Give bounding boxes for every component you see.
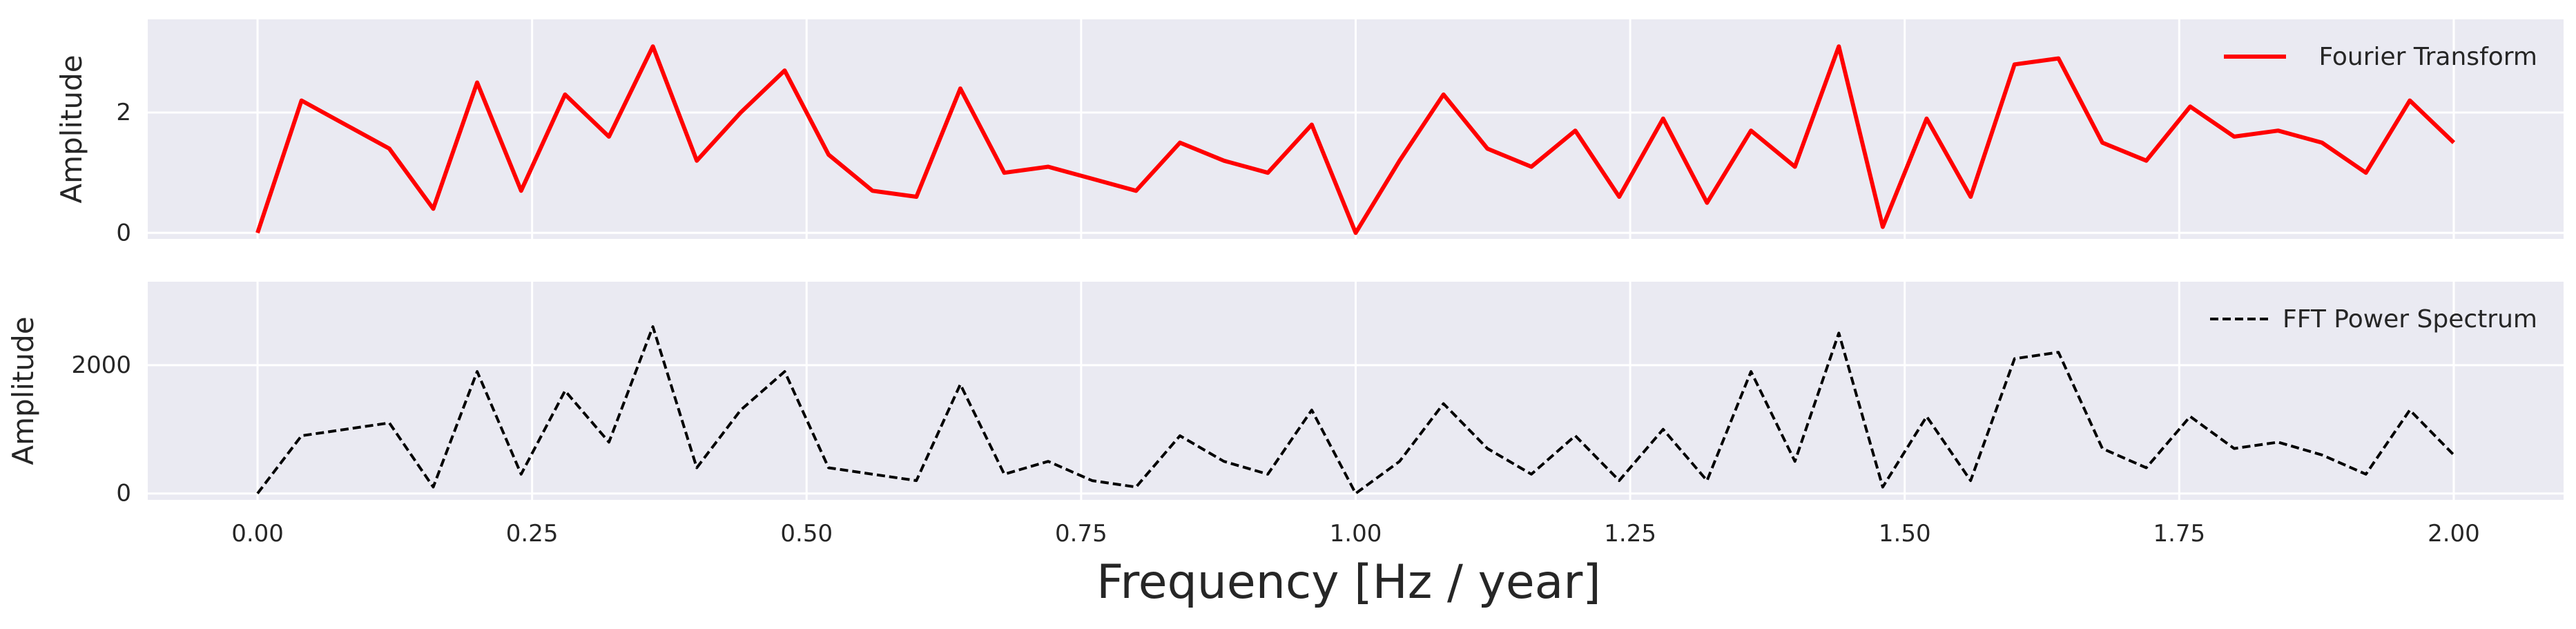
x-axis-label: Frequency [Hz / year]	[1096, 555, 1601, 610]
x-tick-label: 1.25	[1604, 520, 1656, 548]
y-axis-label: Amplitude	[55, 55, 88, 203]
y-tick-label: 2000	[71, 351, 131, 379]
legend-label: FFT Power Spectrum	[2283, 305, 2537, 333]
x-tick-label: 0.25	[506, 520, 559, 548]
y-tick-label: 0	[116, 480, 131, 507]
x-tick-label: 0.75	[1055, 520, 1107, 548]
x-tick-label: 1.75	[2153, 520, 2205, 548]
y-tick-label: 0	[116, 219, 131, 246]
y-axis-label: Amplitude	[6, 316, 40, 465]
x-tick-label: 0.00	[231, 520, 284, 548]
x-tick-label: 0.50	[780, 520, 833, 548]
x-tick-label: 2.00	[2428, 520, 2480, 548]
x-tick-label: 1.50	[1879, 520, 1931, 548]
y-tick-label: 2	[116, 99, 131, 126]
x-tick-label: 1.00	[1330, 520, 1382, 548]
legend-label: Fourier Transform	[2318, 43, 2537, 71]
chart-panel-2: 0 2000 0.00 0.25 0.50 0.75 1.00 1.25 1.50 1.75 2.0…	[6, 282, 2564, 610]
chart-panel-1: 0 2 Amplitude Fourier Transform	[55, 19, 2564, 246]
